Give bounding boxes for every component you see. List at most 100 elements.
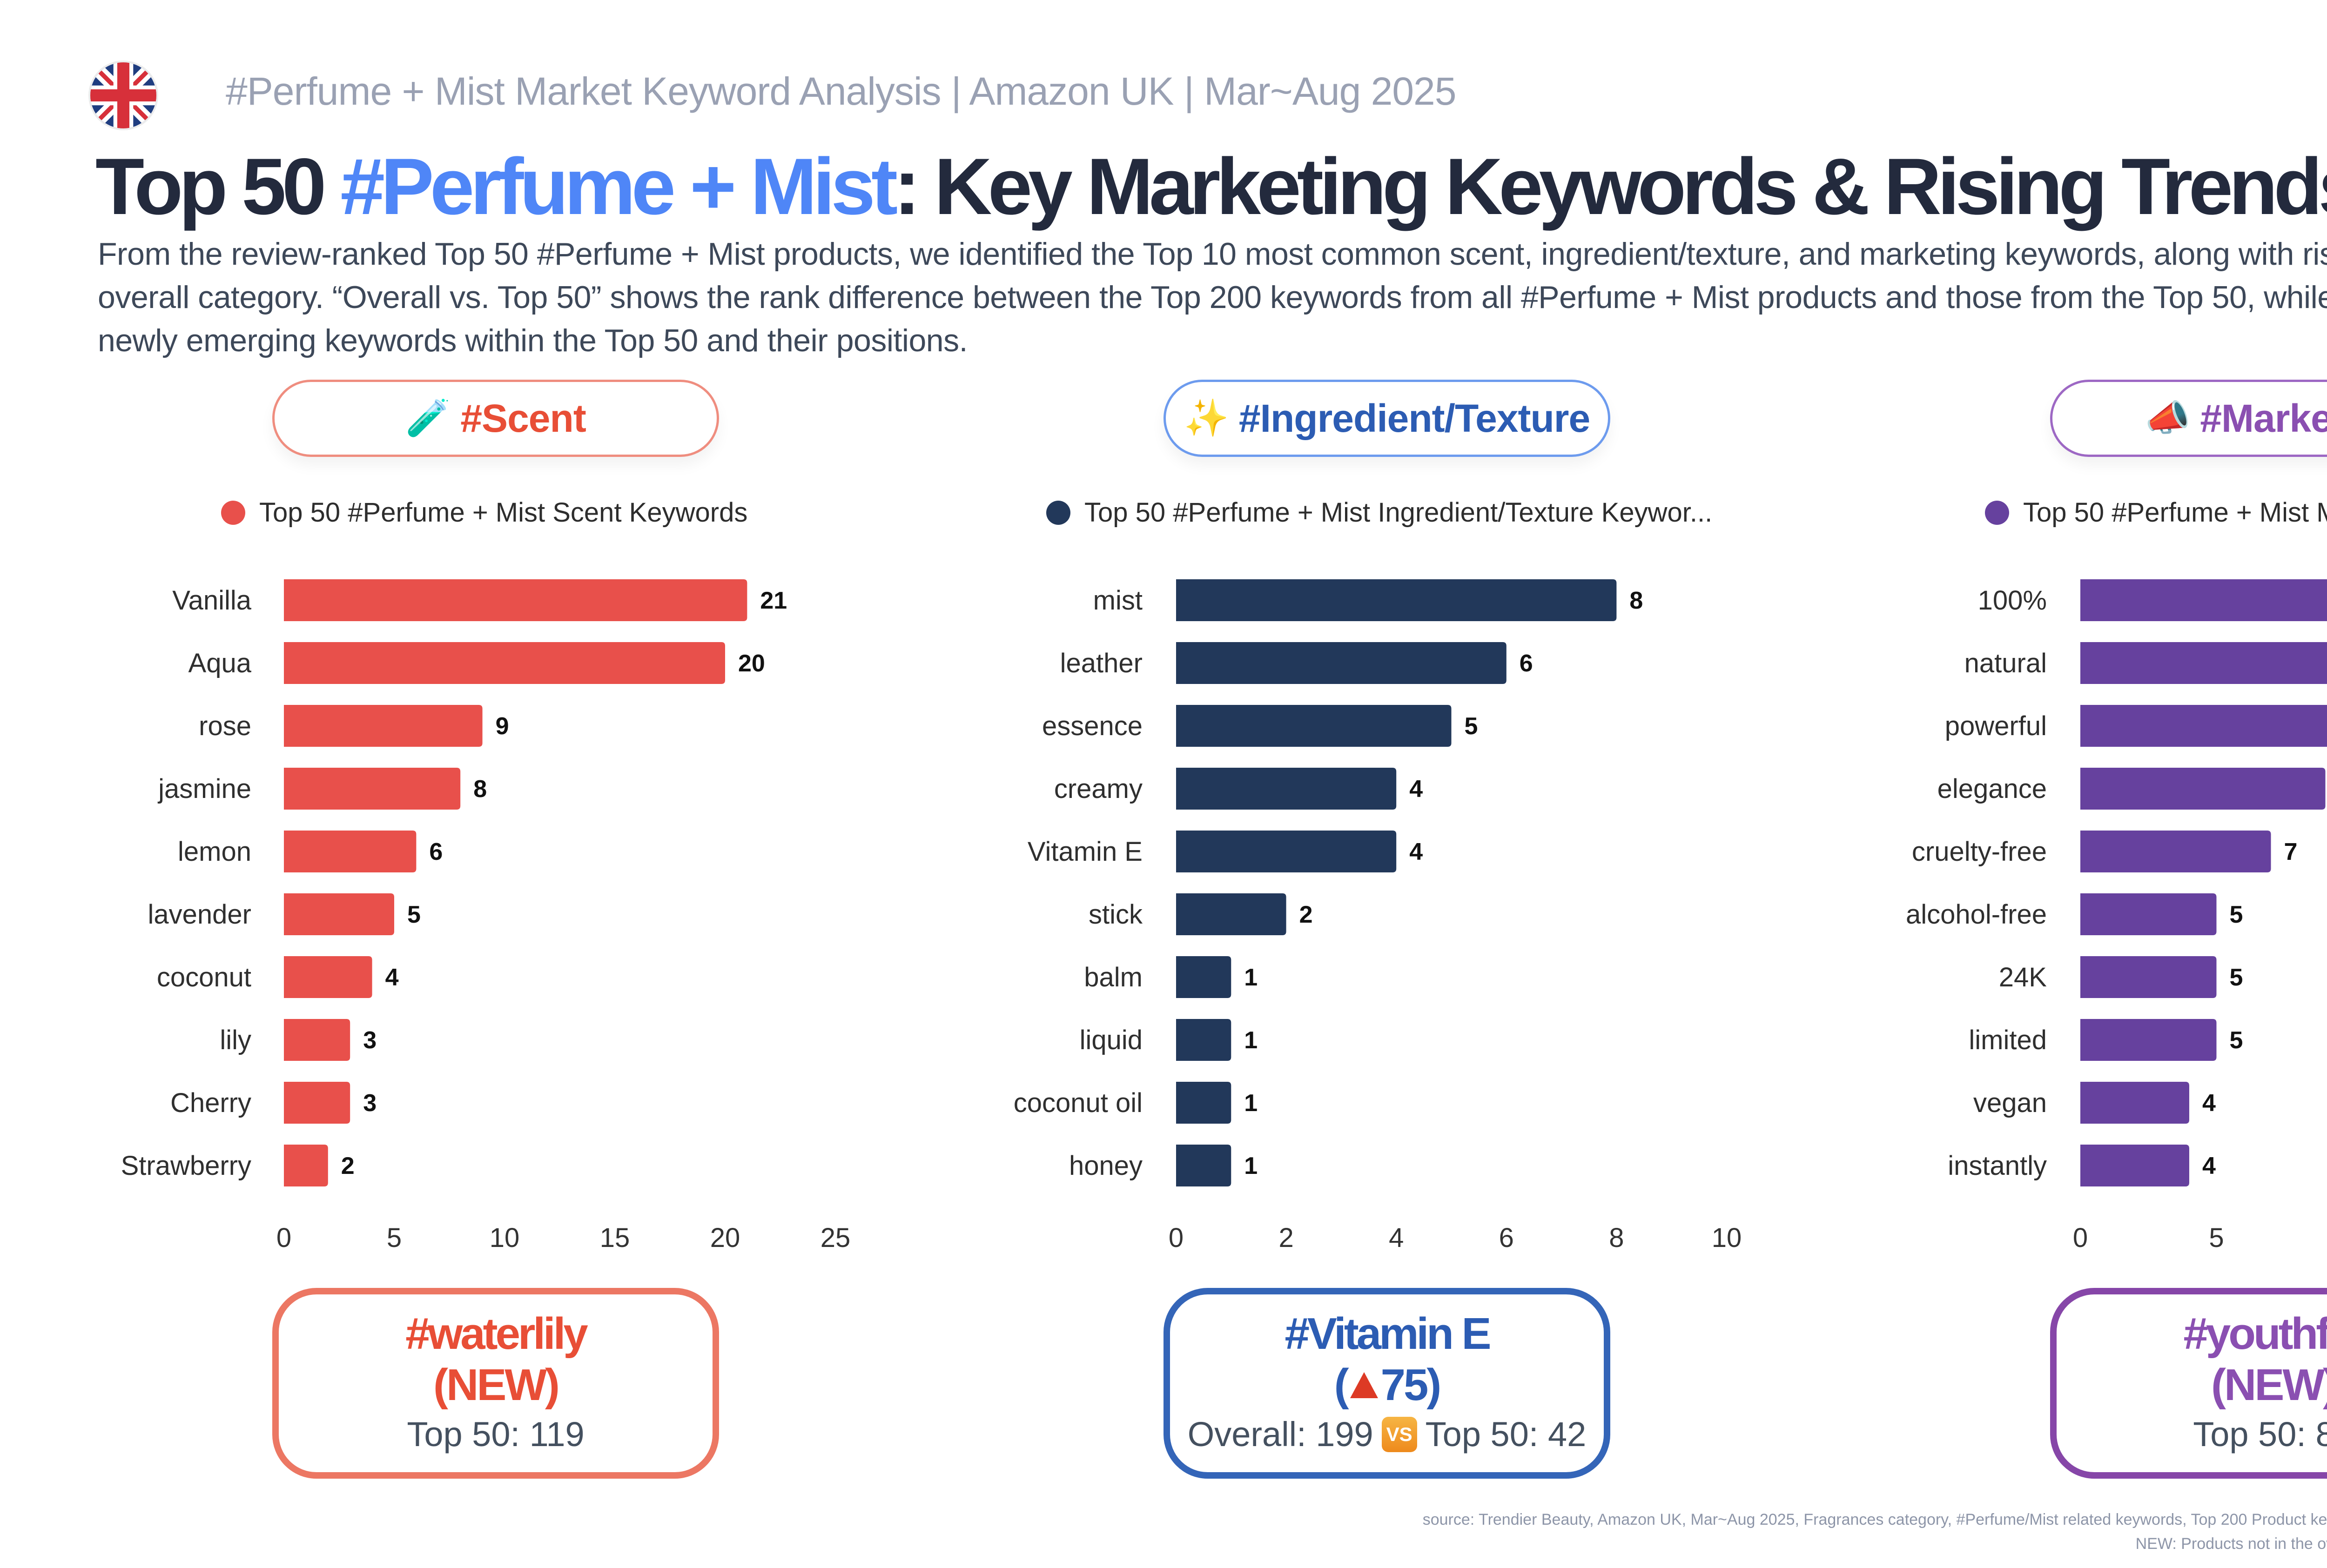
bar-essence bbox=[1176, 705, 1452, 747]
bar-creamy bbox=[1176, 768, 1397, 810]
value-label: 6 bbox=[1520, 650, 1533, 677]
x-tick-label: 5 bbox=[387, 1223, 402, 1253]
scent-category-pill: 🧪 #Scent bbox=[272, 380, 719, 457]
x-tick-label: 15 bbox=[600, 1223, 630, 1253]
value-label: 2 bbox=[1299, 901, 1313, 928]
legend-label-scent: Top 50 #Perfume + Mist Scent Keywords bbox=[259, 497, 748, 528]
category-label: limited bbox=[1969, 1025, 2047, 1055]
category-label: lemon bbox=[178, 837, 251, 867]
value-label: 4 bbox=[2202, 1153, 2216, 1179]
category-label: Strawberry bbox=[121, 1151, 251, 1181]
legend-label-ingredient: Top 50 #Perfume + Mist Ingredient/Textur… bbox=[1084, 497, 1713, 528]
trend-rank-compare: Overall: 199 VS Top 50: 42 bbox=[1188, 1411, 1587, 1458]
value-label: 2 bbox=[341, 1153, 355, 1179]
category-label: powerful bbox=[1945, 711, 2047, 741]
rank-change-value: 75 bbox=[1380, 1360, 1429, 1410]
x-tick-label: 10 bbox=[490, 1223, 520, 1253]
ingredient-category-pill: ✨ #Ingredient/Texture bbox=[1164, 380, 1610, 457]
value-label: 8 bbox=[1629, 587, 1643, 614]
title-prefix: Top 50 bbox=[95, 142, 341, 231]
value-label: 7 bbox=[2284, 838, 2298, 865]
bar-mist bbox=[1176, 579, 1617, 621]
bar-coconut-oil bbox=[1176, 1082, 1231, 1124]
bar-elegance bbox=[2080, 768, 2326, 810]
value-label: 4 bbox=[1409, 776, 1423, 803]
bar-honey bbox=[1176, 1145, 1231, 1186]
source-text: source: Trendier Beauty, Amazon UK, Mar~… bbox=[1422, 1511, 2327, 1528]
paren-open: ( bbox=[1334, 1360, 1349, 1410]
bar-24k bbox=[2080, 956, 2217, 998]
bar-lily bbox=[284, 1019, 350, 1061]
x-tick-label: 0 bbox=[1169, 1223, 1184, 1253]
value-label: 1 bbox=[1244, 1027, 1258, 1054]
category-label: instantly bbox=[1948, 1151, 2047, 1181]
category-label: honey bbox=[1069, 1151, 1143, 1181]
test-tube-icon: 🧪 bbox=[405, 397, 451, 438]
category-label: coconut oil bbox=[1014, 1088, 1143, 1118]
trend-rank: Top 50: 119 bbox=[407, 1415, 585, 1454]
bar-jasmine bbox=[284, 768, 461, 810]
value-label: 4 bbox=[2202, 1090, 2216, 1117]
category-label: 24K bbox=[1999, 962, 2047, 992]
value-label: 5 bbox=[407, 901, 421, 928]
trend-keyword: #Vitamin E bbox=[1285, 1309, 1491, 1359]
sparkles-icon: ✨ bbox=[1184, 397, 1229, 438]
legend-dot-ingredient bbox=[1046, 500, 1070, 525]
bar-leather bbox=[1176, 642, 1506, 684]
value-label: 4 bbox=[385, 964, 399, 991]
value-label: 1 bbox=[1244, 964, 1258, 991]
marketing-trend-card: #youthful (NEW) Top 50: 89 bbox=[2050, 1288, 2327, 1479]
bar-vegan bbox=[2080, 1082, 2189, 1124]
value-label: 9 bbox=[496, 713, 509, 740]
x-tick-label: 8 bbox=[1609, 1223, 1624, 1253]
x-tick-label: 0 bbox=[2073, 1223, 2088, 1253]
x-tick-label: 2 bbox=[1278, 1223, 1293, 1253]
trend-new-badge: (NEW) bbox=[2211, 1360, 2327, 1410]
value-label: 3 bbox=[363, 1090, 377, 1117]
bar-limited bbox=[2080, 1019, 2217, 1061]
uk-flag-icon bbox=[88, 60, 158, 130]
x-tick-label: 4 bbox=[1389, 1223, 1404, 1253]
bar-strawberry bbox=[284, 1145, 328, 1186]
value-label: 20 bbox=[738, 650, 765, 677]
category-label: rose bbox=[199, 711, 251, 741]
category-label: 100% bbox=[1978, 585, 2047, 616]
value-label: 5 bbox=[2230, 901, 2243, 928]
trend-keyword: #waterlily bbox=[405, 1309, 588, 1359]
bar-stick bbox=[1176, 893, 1286, 935]
scent-legend: Top 50 #Perfume + Mist Scent Keywords bbox=[221, 497, 747, 528]
ingredient-legend: Top 50 #Perfume + Mist Ingredient/Textur… bbox=[1046, 497, 1712, 528]
category-label: Vanilla bbox=[172, 585, 252, 616]
category-label: stick bbox=[1089, 899, 1143, 930]
bar-coconut bbox=[284, 956, 372, 998]
category-label: lavender bbox=[148, 899, 251, 930]
bar-balm bbox=[1176, 956, 1231, 998]
scent-pill-label: #Scent bbox=[460, 396, 586, 440]
bar-alcohol-free bbox=[2080, 893, 2217, 935]
value-label: 8 bbox=[473, 776, 487, 803]
legend-label-marketing: Top 50 #Perfume + Mist Marketing Keyword… bbox=[2023, 497, 2327, 528]
category-label: cruelty-free bbox=[1912, 837, 2047, 867]
value-label: 6 bbox=[429, 838, 443, 865]
value-label: 5 bbox=[2230, 964, 2243, 991]
ingredient-pill-label: #Ingredient/Texture bbox=[1238, 396, 1590, 440]
overall-rank: Overall: 199 bbox=[1187, 1415, 1373, 1454]
title-highlight: #Perfume + Mist bbox=[340, 142, 898, 231]
category-label: vegan bbox=[1973, 1088, 2047, 1118]
category-label: lily bbox=[220, 1025, 251, 1055]
ingredient-trend-card: #Vitamin E ( 75 ) Overall: 199 VS Top 50… bbox=[1164, 1288, 1610, 1479]
trend-keyword: #youthful bbox=[2183, 1309, 2327, 1359]
bar-instantly bbox=[2080, 1145, 2189, 1186]
category-label: elegance bbox=[1937, 774, 2047, 804]
bar-cherry bbox=[284, 1082, 350, 1124]
x-tick-label: 10 bbox=[1712, 1223, 1742, 1253]
source-note: source: Trendier Beauty, Amazon UK, Mar~… bbox=[1423, 1508, 2327, 1556]
bar-rose bbox=[284, 705, 483, 747]
scent-trend-card: #waterlily (NEW) Top 50: 119 bbox=[272, 1288, 719, 1479]
bar-powerful bbox=[2080, 705, 2327, 747]
category-label: coconut bbox=[157, 962, 251, 992]
category-label: natural bbox=[1964, 648, 2047, 678]
category-label: Vitamin E bbox=[1028, 837, 1143, 867]
